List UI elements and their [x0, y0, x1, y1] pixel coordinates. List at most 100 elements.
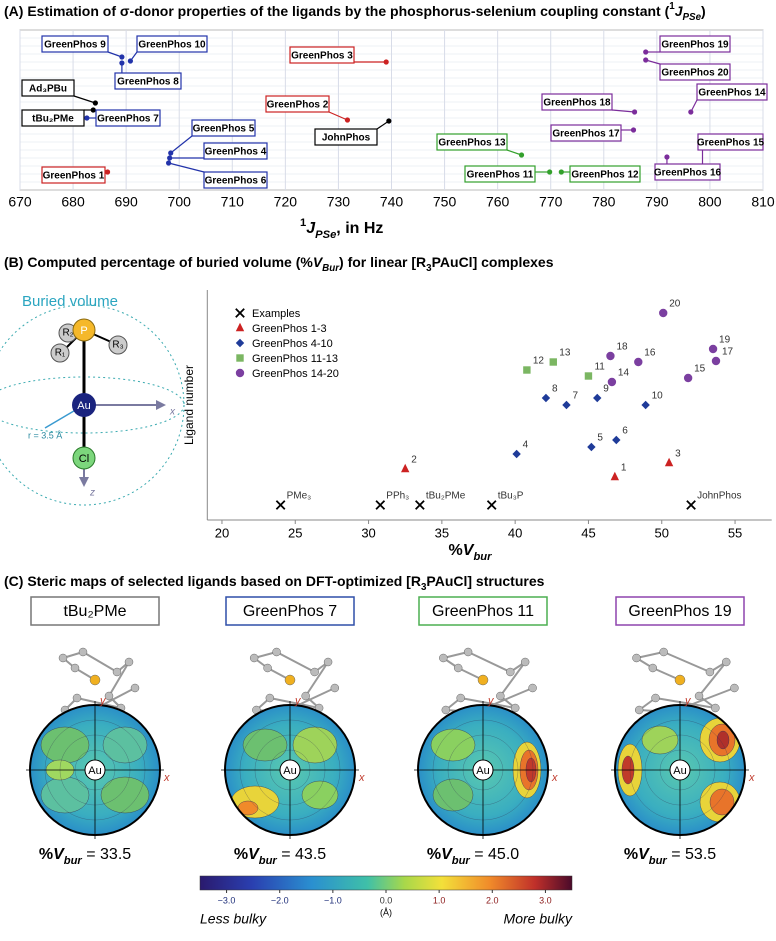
point-label: 2	[411, 455, 417, 466]
dot	[630, 127, 637, 133]
point-label: 8	[552, 384, 558, 395]
buried-volume-diagram: Buried volume R₁ R₂ R₃ P Au Cl x z r = 3…	[0, 293, 185, 506]
atom-label: R₃	[112, 340, 123, 351]
leader-line	[170, 135, 193, 154]
data-point	[401, 463, 410, 473]
point-label: GreenPhos 7	[97, 114, 159, 125]
point-label: GreenPhos 5	[193, 124, 255, 135]
atom	[272, 647, 281, 657]
x-tick-label: 45	[581, 525, 595, 540]
label-box	[95, 109, 161, 127]
panel-title-part: PSe	[683, 12, 702, 23]
bond	[443, 651, 469, 659]
radius-label: r = 3.5 Å	[28, 430, 62, 440]
atom	[456, 693, 465, 703]
x-tick-label: 760	[486, 194, 510, 210]
vbur-label-part: =	[470, 846, 488, 863]
colorbar-unit: (Å)	[380, 907, 392, 917]
atom	[510, 703, 520, 713]
dot	[688, 109, 694, 115]
vbur-label-part: %	[427, 846, 441, 863]
x-axis-title-part: 1	[300, 217, 306, 229]
data-point	[584, 372, 593, 380]
x-tick-label: 740	[380, 194, 404, 210]
dot	[92, 100, 98, 106]
dot	[166, 160, 172, 166]
label-box	[191, 119, 256, 137]
data-point	[486, 500, 497, 510]
dot	[167, 155, 173, 161]
point-label: GreenPhos 18	[543, 98, 611, 109]
x-tick-label: 790	[645, 194, 669, 210]
panel-title-part: PAuCl] complexes	[432, 254, 554, 270]
legend-marker	[235, 338, 245, 348]
bond	[663, 651, 711, 673]
bond	[499, 661, 526, 697]
x-tick-label: 800	[698, 194, 722, 210]
atom-label: Au	[77, 400, 90, 412]
vbur-label-part: V	[638, 846, 650, 863]
point-label: 11	[594, 362, 605, 373]
point-label: 16	[644, 348, 656, 359]
dot	[84, 115, 90, 121]
atom	[659, 647, 668, 657]
x-axis-title-part: %	[449, 542, 463, 559]
panel-title: (A) Estimation of σ-donor properties of …	[4, 1, 706, 23]
atom	[323, 657, 333, 667]
point-label: 13	[559, 348, 571, 359]
vbur-label-part: =	[667, 846, 685, 863]
panel-title-part: 1	[669, 1, 675, 12]
vbur-value: 33.5	[100, 846, 131, 863]
vbur-label-part: %	[39, 846, 53, 863]
point-label: GreenPhos 6	[205, 176, 267, 187]
data-point	[375, 500, 386, 510]
x-axis-title-part: V	[463, 542, 475, 559]
atom	[648, 663, 658, 673]
label-box	[265, 95, 330, 113]
atom	[108, 335, 128, 355]
x-tick-label: 710	[221, 194, 245, 210]
bond	[698, 661, 728, 697]
data-point	[275, 500, 286, 510]
point-label: Ad₃PBu	[29, 84, 67, 95]
map-axis-label: y	[684, 695, 692, 707]
x-tick-label: 680	[61, 194, 85, 210]
point-label: 3	[675, 449, 681, 460]
atom	[50, 343, 70, 363]
x-axis-title-part: , in Hz	[336, 220, 383, 237]
atom	[632, 653, 641, 663]
x-tick-label: 810	[751, 194, 775, 210]
au-label: Au	[88, 765, 101, 777]
data-point	[664, 457, 674, 467]
point-label: PPh₃	[386, 491, 409, 502]
y-axis-title: Ligand number	[182, 365, 196, 445]
map-region	[292, 726, 338, 764]
data-point	[612, 435, 621, 445]
point-label: GreenPhos 8	[117, 77, 179, 88]
dot	[558, 169, 564, 175]
x-tick-label: 55	[728, 525, 742, 540]
point-label: GreenPhos 20	[661, 68, 729, 79]
data-point	[607, 377, 617, 387]
legend-marker	[235, 308, 245, 318]
colorbar-tick-label: −2.0	[271, 895, 289, 905]
map-region	[40, 726, 90, 764]
atom	[528, 683, 537, 693]
map-axis-label: x	[163, 772, 170, 784]
label-box	[659, 35, 731, 53]
label-box	[314, 128, 378, 146]
atom	[520, 657, 530, 667]
dot	[664, 154, 670, 160]
atom	[694, 691, 704, 701]
point-label: GreenPhos 10	[138, 40, 206, 51]
atom	[78, 647, 88, 657]
arrow-head	[79, 477, 89, 487]
map-axis-label: x	[748, 772, 755, 784]
atom	[477, 674, 489, 686]
panel-title-part: )	[701, 3, 706, 19]
dot	[90, 107, 96, 113]
x-axis-title-part: J	[306, 220, 316, 237]
map-region	[40, 776, 90, 814]
atom	[263, 663, 272, 673]
panel-title-part: (C) Steric maps of selected ligands base…	[4, 573, 421, 589]
